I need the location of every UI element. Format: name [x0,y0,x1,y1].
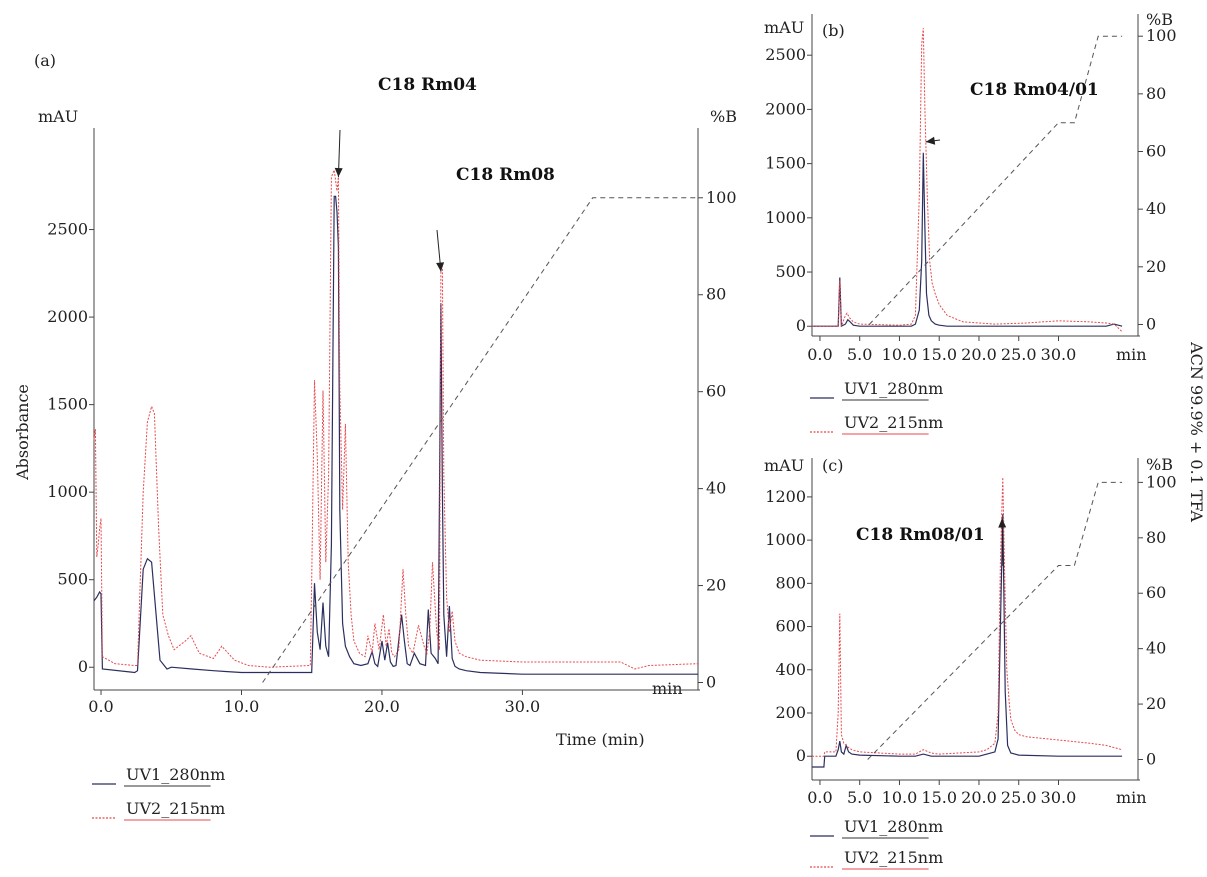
x-tick-label: 10.0 [882,788,918,807]
x-tick-label: 30.0 [1041,788,1077,807]
y-tick-label: 200 [775,703,806,722]
panel-a-label: (a) [34,51,56,70]
y2-tick-label: 20 [1146,694,1166,713]
y2-tick-label: 80 [1146,528,1166,547]
y-tick-label: 1500 [765,154,806,173]
x-tick-label: 10.0 [882,345,918,364]
y2-tick-label: 100 [1146,472,1177,491]
x-tick-label: 0.0 [807,345,832,364]
uv2-215nm-trace [812,477,1123,757]
panel-b-y2-unit: %B [1146,10,1173,29]
uv1-280nm-trace [812,514,1123,768]
x-tick-label: 25.0 [1001,788,1037,807]
y-tick-label: 800 [775,573,806,592]
panel-b-y-unit: mAU [764,18,804,37]
y-tick-label: 1000 [47,482,88,501]
y2-tick-label: 20 [706,576,726,595]
y2-tick-label: 100 [1146,26,1177,45]
x-tick-label: 5.0 [847,345,872,364]
panel-c-y-unit: mAU [764,456,804,475]
legend-uv2-label: UV2_215nm [844,413,943,432]
x-tick-label: 30.0 [1041,345,1077,364]
y2-tick-label: 40 [1146,639,1166,658]
y-tick-label: 2000 [765,99,806,118]
y-tick-label: 500 [57,570,88,589]
gradient-percent-b-line [868,35,1123,325]
panel-c-chromatogram: (c) mAU %B min 0 200 400 600 800 1000 1200 0 20 4… [764,455,1177,870]
x-tick-label: 0.0 [807,788,832,807]
x-tick-label: 10.0 [224,697,260,716]
x-tick-label: 25.0 [1001,345,1037,364]
panel-a-chromatogram: (a) mAU %B min Time (min) Absorbance 0 50… [13,51,737,821]
y-tick-label: 2500 [765,45,806,64]
peak-annotation-arrowhead [436,262,445,272]
y2-tick-label: 0 [1146,749,1156,768]
y2-tick-label: 60 [1146,142,1166,161]
x-tick-label: 15.0 [921,345,957,364]
y-tick-label: 2500 [47,220,88,239]
peak-annotation-arrowhead [334,167,343,177]
legend-uv1-label: UV1_280nm [844,817,943,836]
panel-c-y2-unit: %B [1146,455,1173,474]
panel-c-x-unit: min [1116,788,1147,807]
gradient-percent-b-line [262,197,698,683]
x-tick-label: 20.0 [364,697,400,716]
y-tick-label: 500 [775,262,806,281]
y-tick-label: 1000 [765,530,806,549]
y2-tick-label: 80 [1146,84,1166,103]
y-tick-label: 1000 [765,208,806,227]
panel-a-y-unit: mAU [38,107,78,126]
y-tick-label: 0 [78,657,88,676]
y-tick-label: 0 [796,316,806,335]
peak-annotation-label: C18 Rm08/01 [856,525,985,545]
y-tick-label: 0 [796,746,806,765]
legend-uv2-label: UV2_215nm [844,848,943,867]
y2-tick-label: 60 [1146,583,1166,602]
y-tick-label: 400 [775,660,806,679]
panel-a-y2-unit: %B [710,107,737,126]
x-tick-label: 5.0 [847,788,872,807]
y2-tick-label: 0 [1146,314,1156,333]
legend-uv2-label: UV2_215nm [126,799,225,818]
y-tick-label: 600 [775,617,806,636]
y2-tick-label: 60 [706,382,726,401]
uv1-280nm-trace [812,152,1123,328]
y2-tick-label: 80 [706,285,726,304]
y2-tick-label: 100 [706,188,737,207]
panel-b-label: (b) [822,21,845,40]
uv2-215nm-trace [812,28,1123,333]
uv2-215nm-trace [93,168,699,670]
panel-a-x-unit: min [652,679,683,698]
legend-uv1-label: UV1_280nm [126,765,225,784]
y-tick-label: 1200 [765,487,806,506]
y2-tick-label: 40 [706,479,726,498]
x-tick-label: 15.0 [921,788,957,807]
gradient-percent-b-line [867,481,1123,760]
x-tick-label: 0.0 [88,697,113,716]
right-axis-title: ACN 99.9% + 0.1 TFA [1187,341,1206,522]
x-tick-label: 20.0 [961,788,997,807]
panel-a-y-axis-title: Absorbance [13,384,32,481]
uv1-280nm-trace [93,195,698,675]
x-tick-label: 30.0 [505,697,541,716]
peak-annotation-label: C18 Rm04/01 [970,80,1099,100]
legend-uv1-label: UV1_280nm [844,379,943,398]
y2-tick-label: 0 [706,672,716,691]
peak-annotation-arrowhead [925,136,936,145]
x-tick-label: 20.0 [961,345,997,364]
y2-tick-label: 40 [1146,199,1166,218]
peak-annotation-label: C18 Rm04 [378,75,477,95]
peak-annotation-arrowhead [998,518,1007,528]
y-tick-label: 1500 [47,395,88,414]
peak-annotation-label: C18 Rm08 [456,165,555,185]
y2-tick-label: 20 [1146,257,1166,276]
panel-c-label: (c) [822,456,843,475]
panel-a-x-axis-title: Time (min) [556,730,645,749]
panel-b-x-unit: min [1116,345,1147,364]
panel-b-chromatogram: (b) mAU %B min 0 500 1000 1500 2000 2500 0 20 40… [764,10,1177,435]
y-tick-label: 2000 [47,307,88,326]
